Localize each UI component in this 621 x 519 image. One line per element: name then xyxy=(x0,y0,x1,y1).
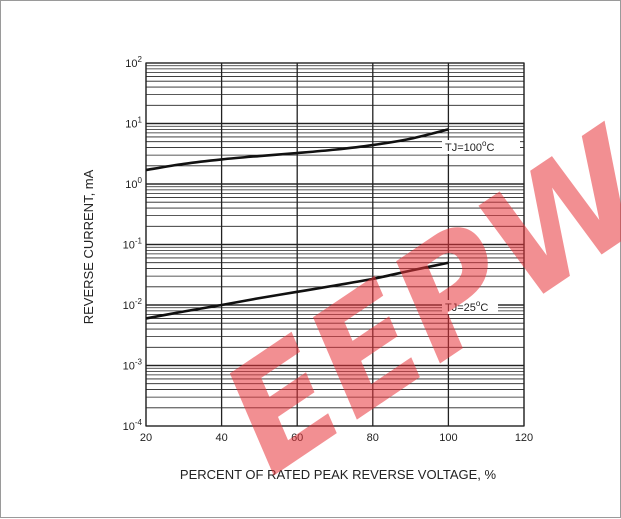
watermark-layer: EEPW xyxy=(194,97,621,508)
y-tick-label: 100 xyxy=(125,176,142,191)
y-tick-label: 10-2 xyxy=(123,297,143,312)
x-tick-label: 100 xyxy=(439,432,457,444)
y-tick-label: 102 xyxy=(125,55,142,70)
tick-layer: 20 40 60 80 100 120 10-4 10-3 10-2 10-1 100 101 102 xyxy=(123,55,534,444)
x-tick-label: 120 xyxy=(515,432,533,444)
y-tick-label: 101 xyxy=(125,116,142,131)
eepw-watermark-logo: EEPW xyxy=(194,97,621,508)
x-tick-label: 60 xyxy=(291,432,303,444)
x-tick-label: 80 xyxy=(367,432,379,444)
label-tj-25c: TJ=25oC xyxy=(445,299,488,314)
curve-tj-100c xyxy=(145,128,449,172)
x-tick-label: 20 xyxy=(140,432,152,444)
y-tick-label: 10-3 xyxy=(123,358,143,373)
curve-label-bg xyxy=(442,300,498,314)
y-axis-title: REVERSE CURRENT, mA xyxy=(81,169,96,324)
x-axis-title: PERCENT OF RATED PEAK REVERSE VOLTAGE, % xyxy=(180,467,497,482)
label-layer: TJ=100oC TJ=25oC xyxy=(442,139,520,314)
curve-layer xyxy=(145,128,449,320)
curve-tj-25c xyxy=(145,261,449,320)
curve-label-bg xyxy=(442,140,520,154)
label-tj-100c: TJ=100oC xyxy=(445,139,494,154)
x-tick-label: 40 xyxy=(215,432,227,444)
y-tick-label: 10-1 xyxy=(123,237,143,252)
y-tick-label: 10-4 xyxy=(123,418,143,433)
